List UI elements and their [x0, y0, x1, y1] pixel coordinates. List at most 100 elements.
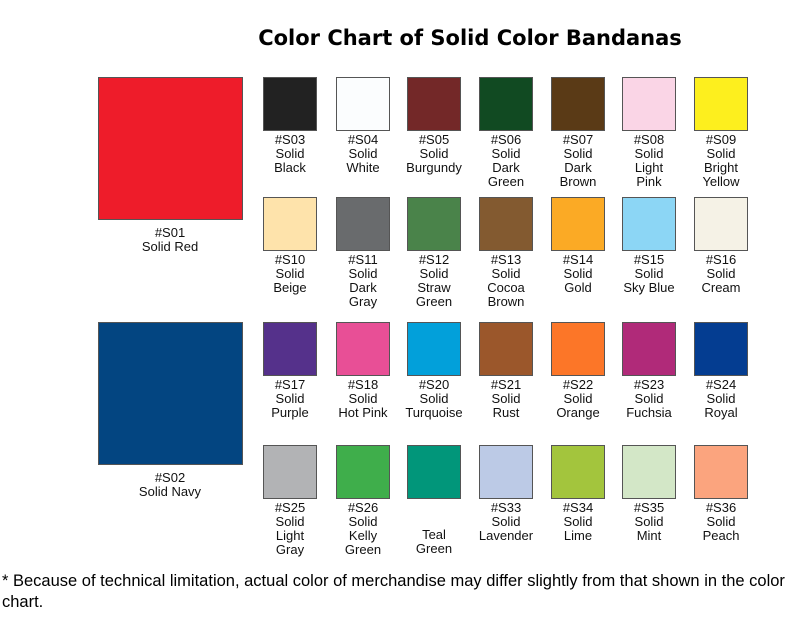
color-swatch [263, 197, 317, 251]
swatch-label: #S04 Solid White [318, 133, 408, 175]
swatch-label: #S12 Solid Straw Green [389, 253, 479, 309]
swatch-label: #S06 Solid Dark Green [461, 133, 551, 189]
swatch-name-line: Solid [634, 146, 664, 161]
color-swatch [694, 77, 748, 131]
swatch-name-line: Bright [704, 160, 738, 175]
color-swatch [479, 322, 533, 376]
swatch-name-line: Cream [701, 280, 741, 295]
color-swatch [622, 77, 676, 131]
swatch-name-line: Black [274, 160, 306, 175]
swatch-name-line: Fuchsia [626, 405, 672, 420]
page-title: Color Chart of Solid Color Bandanas [258, 26, 682, 50]
color-swatch [694, 445, 748, 499]
color-swatch [622, 322, 676, 376]
color-swatch [407, 322, 461, 376]
swatch-code: #S13 [490, 252, 522, 267]
swatch-name-line: White [346, 160, 380, 175]
color-swatch [551, 77, 605, 131]
swatch-name-line: Solid [491, 266, 521, 281]
swatch-name-line: Solid [563, 146, 593, 161]
swatch-name-line: Solid [348, 146, 378, 161]
swatch-name-line: Pink [636, 174, 662, 189]
swatch-code: #S08 [633, 132, 665, 147]
swatch-name-line: Solid [348, 391, 378, 406]
swatch-code: #S10 [274, 252, 306, 267]
color-swatch [336, 445, 390, 499]
swatch-label: #S14 Solid Gold [533, 253, 623, 295]
swatch-label: #S13 Solid Cocoa Brown [461, 253, 551, 309]
swatch-name-line: Solid [563, 514, 593, 529]
swatch-label: #S20 Solid Turquoise [389, 378, 479, 420]
swatch-label: #S35 Solid Mint [604, 501, 694, 543]
swatch-name-line: Gold [564, 280, 592, 295]
swatch-name-line: Solid [275, 146, 305, 161]
color-swatch [551, 322, 605, 376]
swatch-name-line: Green [344, 542, 382, 557]
swatch-name-line: Purple [271, 405, 309, 420]
swatch-name-line: Cocoa [487, 280, 525, 295]
swatch-code: #S21 [490, 377, 522, 392]
color-swatch [694, 322, 748, 376]
color-swatch [694, 197, 748, 251]
swatch-label: #S36 Solid Peach [676, 501, 766, 543]
color-swatch [622, 445, 676, 499]
swatch-code: #S25 [274, 500, 306, 515]
swatch-code: #S07 [562, 132, 594, 147]
swatch-code: #S03 [274, 132, 306, 147]
swatch-name-line: Royal [704, 405, 738, 420]
swatch-label: #S01 Solid Red [125, 226, 215, 254]
swatch-code: #S05 [418, 132, 450, 147]
swatch-code: #S26 [347, 500, 379, 515]
color-swatch [263, 445, 317, 499]
color-swatch [479, 197, 533, 251]
swatch-name-line: Gray [275, 542, 305, 557]
color-swatch [263, 77, 317, 131]
swatch-name-line: Solid [491, 146, 521, 161]
swatch-code: #S17 [274, 377, 306, 392]
large-color-swatch [98, 322, 243, 465]
swatch-label: #S25 Solid Light Gray [245, 501, 335, 557]
swatch-name-line: Solid [491, 514, 521, 529]
swatch-name-line: Solid [491, 391, 521, 406]
swatch-name-line: Sky Blue [623, 280, 675, 295]
swatch-code: #S15 [633, 252, 665, 267]
swatch-name-line: Hot Pink [338, 405, 388, 420]
swatch-name-line: Beige [273, 280, 307, 295]
swatch-name-line: Green [415, 294, 453, 309]
swatch-name-line: Brown [559, 174, 597, 189]
swatch-label: #S03 Solid Black [245, 133, 335, 175]
swatch-code: #S11 [348, 252, 378, 267]
swatch-code: #S33 [490, 500, 522, 515]
swatch-label: #S10 Solid Beige [245, 253, 335, 295]
swatch-name-line: Solid [706, 146, 736, 161]
swatch-name-line: Lime [563, 528, 593, 543]
swatch-code: #S16 [705, 252, 737, 267]
color-swatch [551, 197, 605, 251]
swatch-code: #S35 [633, 500, 665, 515]
swatch-label: #S18 Solid Hot Pink [318, 378, 408, 420]
swatch-label: #S33 Solid Lavender [461, 501, 551, 543]
swatch-code: #S09 [705, 132, 737, 147]
swatch-code: #S04 [347, 132, 379, 147]
swatch-code: #S01 [154, 225, 186, 240]
swatch-name-line: Solid [563, 266, 593, 281]
swatch-name-line: Gray [348, 294, 378, 309]
swatch-code: #S22 [562, 377, 594, 392]
swatch-label: #S11 Solid Dark Gray [318, 253, 408, 309]
swatch-name: Solid Navy [138, 484, 202, 499]
color-swatch [479, 77, 533, 131]
footnote: * Because of technical limitation, actua… [2, 572, 785, 611]
swatch-label: #S16 Solid Cream [676, 253, 766, 295]
color-swatch [407, 197, 461, 251]
swatch-label: #S08 Solid Light Pink [604, 133, 694, 189]
swatch-name-line: Solid [563, 391, 593, 406]
swatch-name-line: Solid [706, 391, 736, 406]
swatch-name-line: Turquoise [405, 405, 463, 420]
swatch-name: Solid Red [141, 239, 199, 254]
swatch-code: #S36 [705, 500, 737, 515]
swatch-name-line: Burgundy [406, 160, 462, 175]
color-swatch [336, 77, 390, 131]
swatch-name-line: Solid [419, 266, 449, 281]
color-swatch [407, 445, 461, 499]
color-swatch [622, 197, 676, 251]
